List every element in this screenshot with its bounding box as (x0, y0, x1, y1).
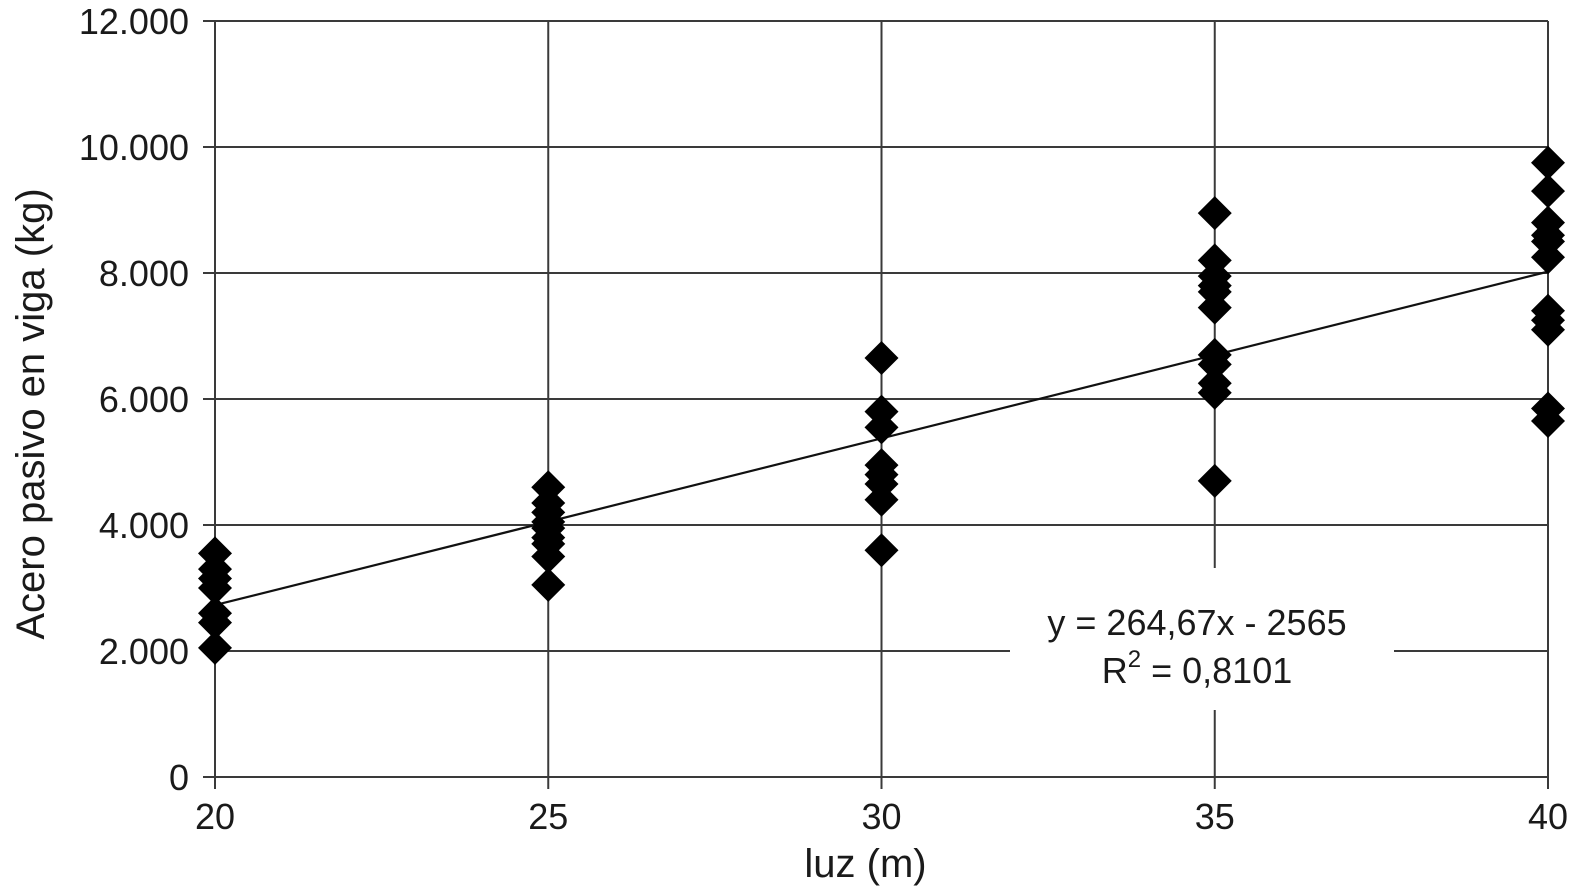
data-point (1531, 174, 1565, 209)
data-point (531, 567, 566, 602)
x-axis-title: luz (m) (804, 842, 926, 886)
tick-labels: 0 2.000 4.000 6.000 8.000 10.000 12.000 20 25 30 3… (79, 1, 1568, 837)
y-tick-label: 0 (169, 757, 189, 798)
trendline-equation: y = 264,67x - 2565 (1047, 602, 1346, 643)
x-tick-label: 40 (1528, 796, 1568, 837)
y-tick-label: 8.000 (99, 253, 189, 294)
y-tick-label: 12.000 (79, 1, 189, 42)
data-point (1197, 196, 1232, 231)
y-tick-label: 10.000 (79, 127, 189, 168)
y-tick-label: 6.000 (99, 379, 189, 420)
data-point (864, 410, 899, 445)
x-tick-label: 30 (861, 796, 901, 837)
data-point (1531, 312, 1565, 347)
r-squared-prefix: R (1102, 650, 1128, 691)
data-point (1531, 145, 1565, 180)
trendline-annotation: y = 264,67x - 2565 R2 = 0,8101 (1010, 568, 1394, 710)
x-tick-label: 25 (528, 796, 568, 837)
y-tick-label: 4.000 (99, 505, 189, 546)
x-tick-label: 35 (1195, 796, 1235, 837)
r-squared-superscript: 2 (1128, 646, 1141, 673)
r-squared-label: R2 = 0,8101 (1102, 646, 1293, 691)
data-point (1197, 375, 1232, 410)
data-point (531, 539, 566, 574)
data-point (864, 482, 899, 517)
data-points (198, 145, 1565, 665)
data-point (864, 533, 899, 568)
data-point (1531, 240, 1565, 275)
data-point (198, 571, 232, 605)
annotation-background (1010, 568, 1394, 710)
y-tick-label: 2.000 (99, 631, 189, 672)
data-point (1197, 290, 1232, 325)
r-squared-value: = 0,8101 (1141, 650, 1292, 691)
x-tick-label: 20 (195, 796, 235, 837)
data-point (198, 605, 232, 640)
data-point (1197, 347, 1232, 382)
data-point (1197, 463, 1232, 498)
y-axis-title: Acero pasivo en viga (kg) (9, 188, 53, 639)
data-point (1531, 404, 1565, 439)
data-point (864, 341, 899, 376)
data-point (198, 630, 232, 665)
